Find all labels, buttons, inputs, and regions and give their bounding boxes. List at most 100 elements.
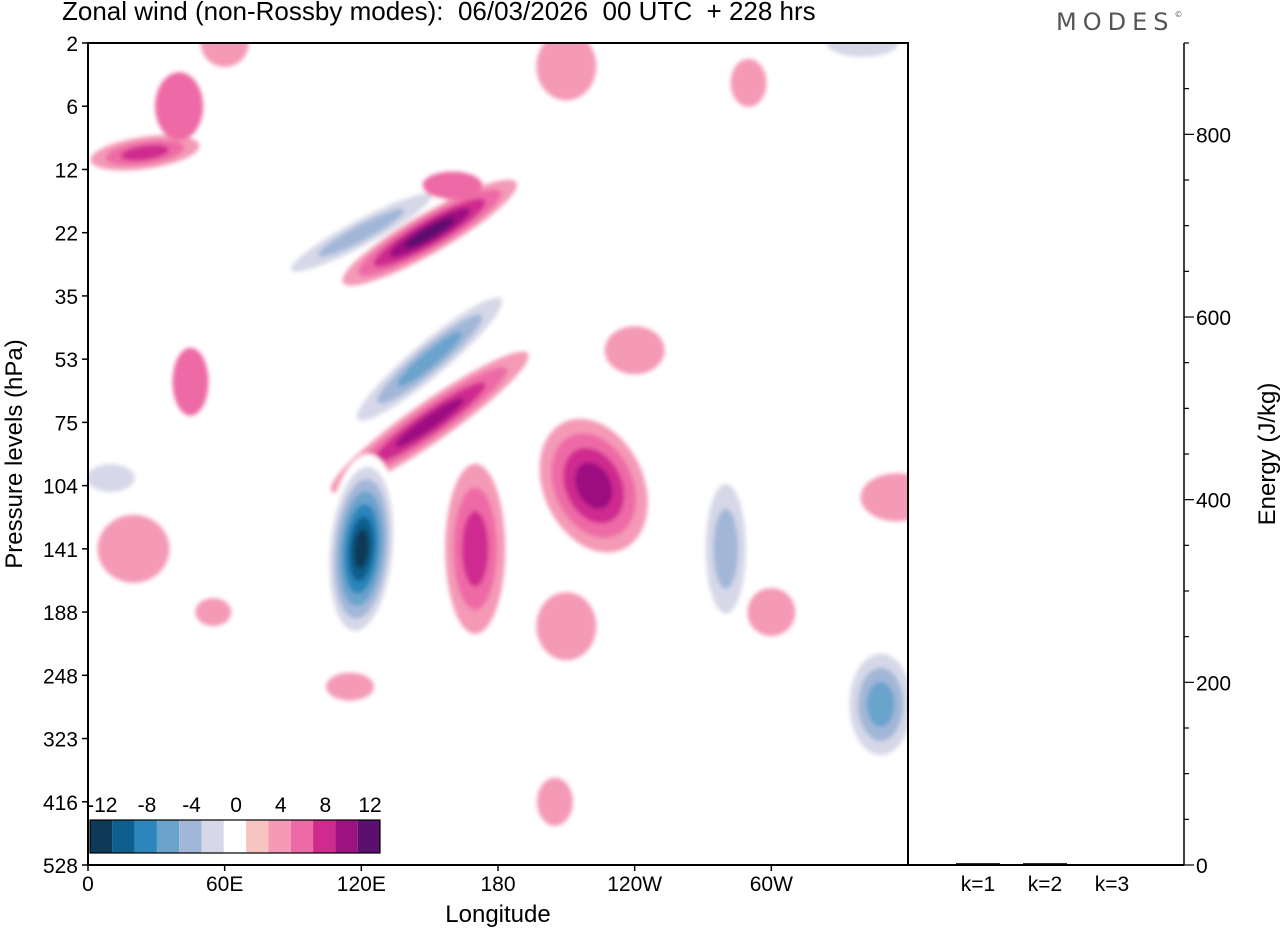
energy-category-label: k=2 <box>1028 873 1062 896</box>
upper-trop-positive-dateline <box>445 463 506 634</box>
x-tick-label: 0 <box>82 873 94 896</box>
upper-positive-band-contour <box>404 217 455 248</box>
background-patch <box>730 58 767 107</box>
colorbar-swatch <box>313 820 336 853</box>
x-tick-label: 120W <box>607 873 662 896</box>
background-patch <box>325 672 374 701</box>
colorbar-swatch <box>134 820 157 853</box>
hovmoller-panel-border <box>87 42 909 866</box>
colorbar-swatch <box>357 820 380 853</box>
energy-tick-label: 400 <box>1196 490 1231 513</box>
chart-title: Zonal wind (non-Rossby modes): 06/03/202… <box>62 0 816 26</box>
upper-trop-positive-core <box>539 418 648 553</box>
mid-positive-band-contour <box>395 397 465 447</box>
x-axis-label: Longitude <box>445 901 550 928</box>
lower-negative-core-east-contour <box>866 681 895 727</box>
energy-bar <box>956 863 1000 865</box>
y-tick-label: 323 <box>43 729 78 752</box>
x-tick-label: 60E <box>206 873 243 896</box>
y-tick-label: 141 <box>43 539 78 562</box>
energy-category-label: k=1 <box>961 873 995 896</box>
mid-negative-band-contour <box>397 331 463 387</box>
y-tick-label: 75 <box>55 412 78 435</box>
colorbar: -12 -8 -4 0 4 8 12 <box>87 794 382 854</box>
upper-trop-negative-core <box>324 454 399 644</box>
contour-field <box>88 43 908 826</box>
background-patch <box>195 598 232 627</box>
energy-tick-label: 200 <box>1196 672 1231 695</box>
y-tick-label: 528 <box>43 855 78 878</box>
background-patch <box>826 43 899 57</box>
y-tick-label: 416 <box>43 792 78 815</box>
upper-trop-negative-core-contour <box>353 528 370 569</box>
energy-bar <box>1023 863 1067 865</box>
background-patch <box>747 588 796 637</box>
y-tick-label: 188 <box>43 602 78 625</box>
x-tick-label: 180 <box>480 873 515 896</box>
background-patch <box>88 464 135 493</box>
background-patch <box>422 171 483 200</box>
colorbar-swatch <box>268 820 291 853</box>
colorbar-label: 0 <box>230 794 242 817</box>
colorbar-border <box>89 819 381 854</box>
y-tick-label: 12 <box>55 159 78 182</box>
colorbar-label: 4 <box>275 794 287 817</box>
energy-category-label: k=3 <box>1095 873 1129 896</box>
colorbar-swatch <box>90 820 113 853</box>
colorbar-swatch <box>223 820 247 853</box>
y-tick-label: 35 <box>55 286 78 309</box>
energy-axis-label: Energy (J/kg) <box>1254 383 1280 526</box>
background-patch <box>536 777 573 826</box>
logo-mark: © <box>1174 10 1183 19</box>
background-patch <box>860 473 908 522</box>
energy-tick-label: 800 <box>1196 124 1231 147</box>
colorbar-swatch <box>335 820 358 853</box>
y-tick-label: 104 <box>43 476 78 499</box>
stratospheric-positive-streak-contour <box>120 145 170 161</box>
upper-trop-positive-dateline-contour <box>461 511 489 587</box>
colorbar-label: 8 <box>320 794 332 817</box>
colorbar-swatch <box>179 820 202 853</box>
axis-ticks: 0 60E 120E 180 120W 60W 2 6 12 22 35 53 75 104 141 188 2… <box>43 33 793 896</box>
energy-tick-label: 0 <box>1196 855 1208 878</box>
y-tick-label: 53 <box>55 349 78 372</box>
background-patch <box>604 326 665 375</box>
logo-text: MODES <box>1056 8 1175 36</box>
background-patch <box>155 72 204 141</box>
energy-bar <box>1090 864 1134 866</box>
colorbar-label: -8 <box>138 794 157 817</box>
lower-negative-core-east <box>840 639 908 770</box>
upper-negative-band-contour <box>318 208 405 257</box>
x-tick-label: 120E <box>337 873 386 896</box>
y-tick-label: 248 <box>43 665 78 688</box>
background-patch <box>809 281 870 310</box>
colorbar-swatch <box>246 820 269 853</box>
background-patch <box>393 729 466 758</box>
colorbar-swatch <box>201 820 224 853</box>
mid-negative-band <box>336 280 523 439</box>
y-tick-label: 2 <box>66 33 78 56</box>
y-axis-label: Pressure levels (hPa) <box>1 339 28 568</box>
y-tick-label: 22 <box>55 223 78 246</box>
background-patch <box>536 592 597 661</box>
mid-positive-band <box>330 351 529 494</box>
colorbar-swatch <box>156 820 180 853</box>
background-patch <box>644 175 717 224</box>
colorbar-label: -12 <box>87 794 117 817</box>
background-patch <box>172 347 209 416</box>
modes-logo: MODES© <box>1056 8 1182 36</box>
background-patch <box>764 497 801 566</box>
background-patch <box>104 43 141 57</box>
background-patch <box>656 686 705 755</box>
upper-positive-band <box>342 179 517 286</box>
colorbar-swatch <box>290 820 314 853</box>
colorbar-label: 12 <box>358 794 381 817</box>
energy-tick-label: 600 <box>1196 307 1231 330</box>
lower-negative-west <box>697 458 754 639</box>
background-patch <box>200 43 249 67</box>
lower-negative-west-contour <box>713 508 739 589</box>
colorbar-swatch <box>112 820 135 853</box>
x-tick-label: 60W <box>750 873 793 896</box>
colorbar-label: -4 <box>182 794 201 817</box>
plot-frame <box>87 42 1185 866</box>
